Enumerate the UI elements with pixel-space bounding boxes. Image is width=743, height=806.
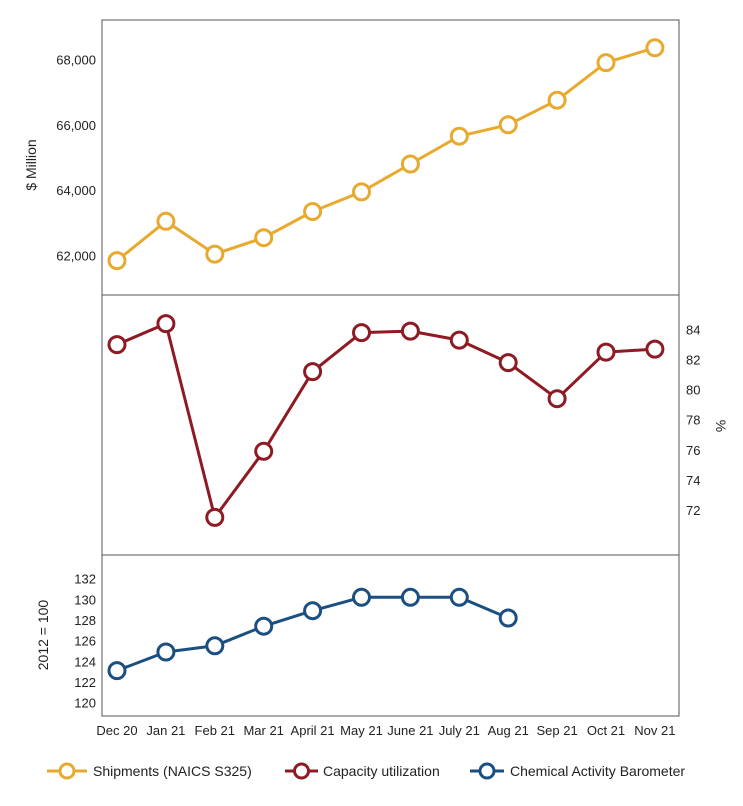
- y-tick-label-capacity: 80: [686, 383, 700, 398]
- series-line-shipments: [115, 46, 657, 263]
- y-tick-label-shipments: 64,000: [56, 183, 96, 198]
- y-tick-label-capacity: 78: [686, 413, 700, 428]
- x-tick-label: Sep 21: [536, 723, 577, 738]
- data-point-shipments: [449, 126, 469, 146]
- y-tick-label-capacity: 76: [686, 443, 700, 458]
- x-axis-ticks: Dec 20 Jan 21 Feb 21 Mar 21 April 21 May 21 Ju…: [96, 723, 675, 738]
- x-tick-label: Jan 21: [146, 723, 185, 738]
- data-point-capacity: [303, 362, 323, 382]
- x-tick-label: June 21: [387, 723, 433, 738]
- y-tick-label-barometer: 130: [74, 592, 96, 607]
- series-shipments: [107, 38, 665, 271]
- data-point-barometer: [254, 616, 274, 636]
- data-point-barometer: [352, 587, 371, 607]
- y-tick-label-barometer: 124: [74, 654, 96, 669]
- data-point-barometer: [400, 587, 420, 607]
- data-point-shipments: [498, 115, 518, 135]
- data-point-capacity: [254, 441, 274, 461]
- y-tick-label-capacity: 72: [686, 503, 700, 518]
- legend: Shipments (NAICS S325) Capacity utilizat…: [47, 762, 685, 780]
- y-tick-label-barometer: 128: [74, 613, 96, 628]
- data-point-shipments: [254, 228, 274, 248]
- y-axis-title-capacity: %: [713, 420, 729, 432]
- data-point-shipments: [547, 90, 567, 110]
- x-tick-label: May 21: [340, 723, 383, 738]
- data-point-shipments: [596, 53, 616, 73]
- data-point-shipments: [400, 154, 420, 174]
- legend-item-capacity: Capacity utilization: [285, 762, 440, 780]
- y-tick-label-capacity: 82: [686, 353, 700, 368]
- legend-item-shipments: Shipments (NAICS S325): [47, 762, 252, 780]
- y-tick-label-shipments: 68,000: [56, 52, 96, 67]
- x-tick-label: July 21: [439, 723, 480, 738]
- data-point-barometer: [498, 608, 518, 628]
- legend-swatch-marker: [293, 762, 310, 780]
- series-capacity: [107, 314, 665, 527]
- y-tick-label-shipments: 66,000: [56, 118, 96, 133]
- data-point-shipments: [645, 38, 665, 58]
- series: [107, 38, 665, 681]
- x-tick-label: April 21: [291, 723, 335, 738]
- series-barometer: [107, 587, 518, 681]
- y-tick-label-barometer: 120: [74, 696, 96, 711]
- y-tick-label-capacity: 74: [686, 473, 700, 488]
- data-point-capacity: [107, 335, 127, 355]
- legend-label-capacity: Capacity utilization: [323, 763, 440, 779]
- data-point-barometer: [156, 642, 176, 662]
- data-point-shipments: [156, 211, 176, 231]
- y-axis-title-barometer: 2012 = 100: [35, 600, 51, 671]
- legend-item-barometer: Chemical Activity Barometer: [470, 762, 685, 780]
- data-point-shipments: [205, 244, 225, 264]
- y-tick-label-barometer: 126: [74, 634, 96, 649]
- data-point-barometer: [205, 636, 225, 656]
- data-point-shipments: [107, 251, 127, 271]
- data-point-shipments: [352, 182, 371, 202]
- data-point-capacity: [449, 330, 469, 350]
- y-axis-title-shipments: $ Million: [23, 139, 39, 190]
- x-tick-label: Mar 21: [243, 723, 283, 738]
- legend-swatch-marker: [58, 762, 76, 780]
- x-tick-label: Aug 21: [488, 723, 529, 738]
- legend-label-barometer: Chemical Activity Barometer: [510, 763, 685, 779]
- x-tick-label: Nov 21: [634, 723, 675, 738]
- data-point-capacity: [645, 339, 665, 359]
- legend-label-shipments: Shipments (NAICS S325): [93, 763, 252, 779]
- y-tick-label-capacity: 84: [686, 323, 700, 338]
- data-point-capacity: [205, 507, 225, 527]
- series-line-capacity: [115, 322, 657, 519]
- data-point-capacity: [352, 323, 371, 343]
- data-point-capacity: [547, 389, 567, 409]
- data-point-shipments: [303, 202, 323, 221]
- data-point-capacity: [156, 314, 176, 334]
- data-point-capacity: [596, 342, 616, 362]
- data-point-barometer: [303, 601, 323, 621]
- y-tick-label-shipments: 62,000: [56, 249, 96, 264]
- data-point-capacity: [498, 353, 518, 373]
- plot-frame: [101, 19, 680, 717]
- data-point-barometer: [107, 661, 127, 681]
- y-axis-ticks: 62,000 64,000 66,000 68,000 72 74 76 78 80 82 84 12…: [56, 52, 700, 710]
- legend-swatch-marker: [478, 762, 496, 780]
- y-tick-label-barometer: 122: [74, 675, 96, 690]
- x-tick-label: Oct 21: [587, 723, 625, 738]
- y-tick-label-barometer: 132: [74, 572, 96, 587]
- x-tick-label: Feb 21: [195, 723, 235, 738]
- x-tick-label: Dec 20: [96, 723, 137, 738]
- data-point-barometer: [449, 587, 469, 607]
- data-point-capacity: [400, 321, 420, 341]
